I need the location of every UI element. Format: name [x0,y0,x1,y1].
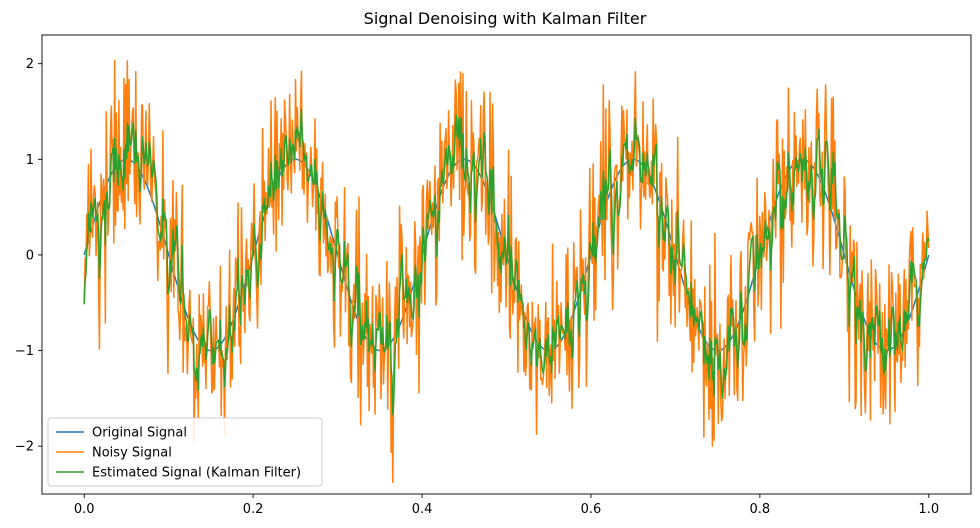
legend-label: Estimated Signal (Kalman Filter) [92,466,301,481]
legend: Original Signal Noisy Signal Estimated Sig… [47,417,323,487]
y-tick-label: 0 [26,248,34,263]
y-tick-label: −1 [15,344,34,359]
y-tick-label: 1 [26,153,34,168]
x-tick-label: 1.0 [918,502,939,517]
x-tick-label: 0.6 [581,502,602,517]
series-line-noisy-signal [83,59,930,484]
legend-label: Original Signal [92,426,187,441]
x-tick-label: 0.2 [243,502,264,517]
legend-box [47,417,323,487]
y-tick-label: −2 [15,440,34,455]
axes-frame [41,34,972,495]
x-tick-label: 0.0 [74,502,95,517]
plot-area [83,59,930,484]
series-line-estimated-signal [83,108,930,416]
chart-title: Signal Denoising with Kalman Filter [364,9,647,28]
y-tick-label: 2 [26,57,34,72]
axes: 0.0 0.2 0.4 0.6 0.8 1.0 −2 −1 0 1 2 [15,34,972,517]
x-tick-label: 0.4 [412,502,433,517]
x-tick-label: 0.8 [750,502,771,517]
legend-label: Noisy Signal [92,446,172,461]
